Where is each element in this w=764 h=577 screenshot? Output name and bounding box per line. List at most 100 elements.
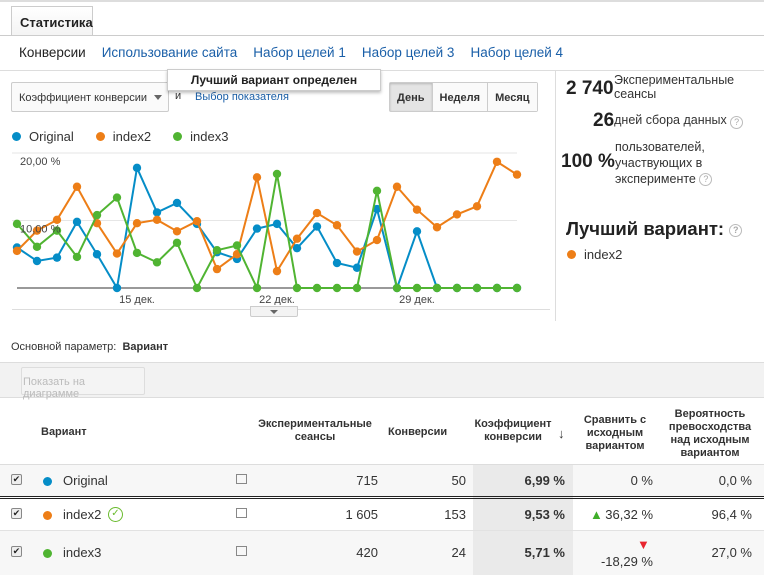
sort-desc-icon[interactable]: ↓: [558, 426, 565, 441]
col-conversion-rate[interactable]: Коэффициент конверсии: [474, 418, 552, 444]
data-point-index3[interactable]: [512, 283, 522, 293]
data-point-index2[interactable]: [72, 182, 82, 191]
data-point-index3[interactable]: [112, 193, 122, 202]
data-point-index3[interactable]: [412, 283, 422, 293]
data-point-index2[interactable]: [272, 266, 282, 276]
data-point-Original[interactable]: [292, 243, 302, 253]
data-point-index2[interactable]: [432, 223, 442, 232]
data-point-index3[interactable]: [252, 283, 262, 293]
col-sessions[interactable]: Экспериментальные сеансы: [250, 418, 380, 444]
data-point-Original[interactable]: [152, 208, 162, 217]
col-probability[interactable]: Вероятность превосходства над исходным вари…: [662, 408, 758, 460]
data-point-index2[interactable]: [412, 205, 422, 214]
legend-original[interactable]: Original: [12, 129, 74, 144]
data-point-index2[interactable]: [112, 249, 122, 258]
legend-index3[interactable]: index3: [173, 129, 228, 144]
data-point-index3[interactable]: [132, 248, 142, 258]
variant-name[interactable]: index2: [63, 506, 102, 522]
variant-name[interactable]: index3: [63, 545, 102, 560]
data-point-index3[interactable]: [452, 283, 462, 293]
data-point-index3[interactable]: [12, 219, 22, 229]
period-day-button[interactable]: День: [390, 83, 432, 111]
open-page-icon[interactable]: [236, 474, 247, 484]
data-point-index3[interactable]: [472, 283, 482, 293]
data-point-index3[interactable]: [92, 210, 102, 220]
row-checkbox[interactable]: ✔: [11, 507, 22, 519]
data-point-Original[interactable]: [352, 263, 362, 272]
data-point-index2[interactable]: [452, 210, 462, 219]
period-week-button[interactable]: Неделя: [431, 83, 488, 111]
choose-metric-link[interactable]: Выбор показателя: [195, 91, 289, 103]
data-point-Original[interactable]: [172, 198, 182, 208]
data-point-index2[interactable]: [172, 227, 182, 236]
data-point-index3[interactable]: [352, 283, 362, 293]
data-point-index2[interactable]: [152, 215, 162, 225]
data-point-index2[interactable]: [292, 234, 302, 243]
data-point-Original[interactable]: [272, 219, 282, 229]
col-variant[interactable]: Вариант: [41, 426, 87, 438]
data-point-index3[interactable]: [172, 238, 182, 247]
data-point-Original[interactable]: [252, 224, 262, 233]
data-point-index2[interactable]: [472, 202, 482, 211]
data-point-Original[interactable]: [132, 163, 142, 173]
data-point-index2[interactable]: [192, 216, 202, 226]
data-point-index2[interactable]: [32, 226, 42, 235]
data-point-Original[interactable]: [32, 256, 42, 266]
data-point-index2[interactable]: [132, 219, 142, 228]
collapse-chart-handle[interactable]: [250, 306, 298, 317]
open-page-icon[interactable]: [236, 546, 247, 556]
data-point-Original[interactable]: [372, 204, 382, 214]
data-point-Original[interactable]: [72, 217, 82, 227]
subnav-goal-set-1[interactable]: Набор целей 1: [253, 45, 346, 60]
data-point-index3[interactable]: [32, 242, 42, 252]
data-point-index2[interactable]: [212, 264, 222, 274]
data-point-index2[interactable]: [372, 235, 382, 245]
data-point-index2[interactable]: [492, 157, 502, 166]
tab-statistics[interactable]: Статистика: [11, 6, 93, 36]
subnav-conversions[interactable]: Конверсии: [19, 45, 86, 60]
data-point-index3[interactable]: [312, 283, 322, 293]
metric-select[interactable]: Коэффициент конверсии: [11, 82, 169, 112]
data-point-Original[interactable]: [52, 253, 62, 262]
data-point-Original[interactable]: [312, 222, 322, 231]
subnav-goal-set-4[interactable]: Набор целей 4: [470, 45, 564, 60]
data-point-index2[interactable]: [52, 215, 62, 225]
help-icon[interactable]: ?: [730, 116, 744, 130]
data-point-Original[interactable]: [332, 258, 342, 268]
data-point-index3[interactable]: [432, 283, 442, 293]
data-point-index3[interactable]: [332, 283, 342, 293]
legend-index2[interactable]: index2: [95, 129, 151, 144]
row-checkbox[interactable]: ✔: [11, 546, 22, 557]
data-point-index3[interactable]: [52, 226, 62, 235]
help-icon[interactable]: ?: [729, 223, 743, 237]
data-point-index3[interactable]: [392, 283, 402, 293]
data-point-index2[interactable]: [512, 170, 522, 179]
period-month-button[interactable]: Месяц: [487, 83, 537, 111]
data-point-index3[interactable]: [492, 283, 502, 293]
data-point-index3[interactable]: [152, 258, 162, 267]
data-point-index3[interactable]: [72, 252, 82, 262]
data-point-Original[interactable]: [112, 283, 122, 293]
data-point-index3[interactable]: [212, 246, 222, 255]
data-point-index2[interactable]: [252, 173, 262, 182]
open-page-icon[interactable]: [236, 507, 247, 518]
data-point-index2[interactable]: [312, 208, 322, 218]
show-on-chart-button[interactable]: Показать на диаграмме: [21, 367, 145, 400]
data-point-Original[interactable]: [412, 227, 422, 236]
data-point-index2[interactable]: [332, 221, 342, 230]
row-checkbox[interactable]: ✔: [11, 474, 22, 485]
subnav-site-usage[interactable]: Использование сайта: [101, 45, 238, 60]
data-point-index2[interactable]: [12, 246, 22, 256]
data-point-index3[interactable]: [232, 241, 242, 250]
subnav-goal-set-3[interactable]: Набор целей 3: [361, 45, 455, 60]
data-point-index3[interactable]: [372, 186, 382, 195]
data-point-index3[interactable]: [272, 169, 282, 179]
data-point-index3[interactable]: [292, 283, 302, 293]
dimension-variant[interactable]: Вариант: [122, 341, 169, 353]
variant-name[interactable]: Original: [63, 473, 108, 488]
data-point-index3[interactable]: [192, 283, 202, 293]
data-point-index2[interactable]: [352, 247, 362, 256]
help-icon[interactable]: ?: [699, 173, 713, 187]
col-conversions[interactable]: Конверсии: [388, 426, 448, 438]
data-point-index2[interactable]: [392, 182, 402, 191]
